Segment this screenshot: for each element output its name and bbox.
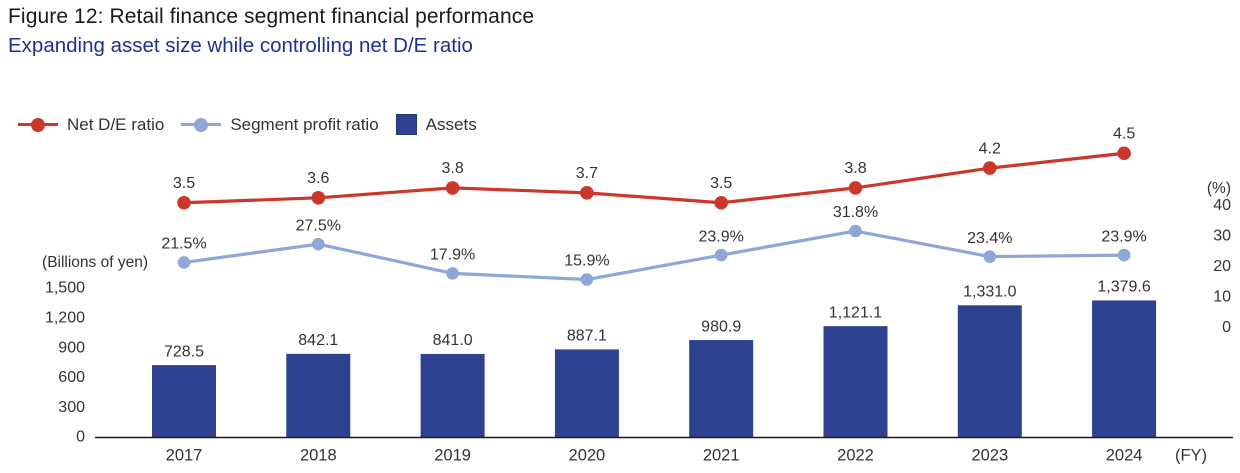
assets-value-label: 841.0	[433, 332, 473, 349]
segment-profit-ratio-point	[446, 267, 459, 280]
net-de-ratio-value-label: 3.5	[173, 175, 195, 192]
net-de-ratio-line-marker-icon	[18, 117, 58, 132]
net-de-ratio-point	[714, 195, 728, 210]
x-axis-year-label: 2018	[300, 446, 337, 464]
figure-subtitle: Expanding asset size while controlling n…	[8, 34, 473, 57]
segment-profit-ratio-value-label: 23.4%	[967, 230, 1012, 247]
left-axis-unit-label: (Billions of yen)	[42, 254, 148, 271]
segment-profit-ratio-value-label: 27.5%	[296, 217, 341, 234]
assets-bar	[420, 353, 485, 438]
segment-profit-ratio-line-marker-icon	[181, 117, 222, 132]
x-axis-year-label: 2022	[837, 446, 874, 464]
segment-profit-ratio-point	[580, 273, 594, 286]
segment-profit-ratio-point	[312, 237, 325, 251]
segment-profit-ratio-value-label: 23.9%	[1101, 228, 1146, 245]
right-axis-tick-label: 20	[1213, 258, 1231, 275]
right-axis-tick-label: 0	[1222, 319, 1231, 336]
legend-label-segment-profit-ratio: Segment profit ratio	[230, 114, 379, 134]
assets-value-label: 887.1	[567, 328, 607, 345]
right-axis-tick-label: 10	[1213, 289, 1231, 306]
legend-label-assets: Assets	[425, 114, 477, 134]
assets-value-label: 842.1	[298, 332, 338, 349]
assets-bar	[1092, 300, 1157, 438]
left-axis-tick-label: 300	[58, 399, 85, 416]
x-axis-year-label: 2017	[166, 446, 203, 464]
x-axis-unit-label: (FY)	[1175, 446, 1207, 464]
assets-bar	[957, 305, 1022, 438]
x-axis-year-label: 2021	[703, 446, 740, 464]
legend-item-net-de-ratio: Net D/E ratio	[18, 115, 164, 135]
net-de-ratio-point	[445, 181, 460, 195]
net-de-ratio-point	[983, 161, 997, 175]
assets-square-marker-icon	[395, 114, 417, 135]
net-de-ratio-point	[1117, 146, 1131, 161]
segment-profit-ratio-value-label: 21.5%	[161, 236, 206, 253]
net-de-ratio-line	[183, 151, 1125, 205]
segment-profit-ratio-point	[177, 256, 191, 269]
segment-profit-ratio-point	[983, 250, 997, 263]
x-axis-year-label: 2024	[1106, 446, 1143, 464]
segment-profit-ratio-point	[849, 224, 862, 238]
assets-value-label: 1,379.6	[1097, 279, 1150, 296]
figure-title: Figure 12: Retail finance segment financ…	[8, 5, 535, 28]
right-axis-tick-label: 30	[1213, 228, 1231, 245]
net-de-ratio-value-label: 4.5	[1113, 125, 1135, 142]
left-axis-tick-label: 1,200	[45, 310, 85, 327]
left-axis-tick-label: 600	[58, 369, 85, 386]
net-de-ratio-value-label: 3.6	[307, 170, 329, 187]
net-de-ratio-value-label: 3.5	[710, 175, 732, 192]
segment-profit-ratio-line	[183, 229, 1125, 282]
segment-profit-ratio-point	[1117, 248, 1131, 262]
assets-value-label: 980.9	[701, 318, 741, 335]
segment-profit-ratio-value-label: 15.9%	[564, 253, 609, 270]
left-axis-tick-label: 0	[76, 429, 85, 446]
segment-profit-ratio-point	[714, 248, 728, 262]
legend-item-assets: Assets	[395, 114, 477, 135]
x-axis-year-label: 2019	[434, 446, 471, 464]
net-de-ratio-point	[177, 195, 191, 210]
assets-value-label: 1,331.0	[963, 284, 1016, 301]
left-axis-tick-label: 1,500	[45, 280, 85, 297]
legend-label-net-de-ratio: Net D/E ratio	[67, 114, 165, 134]
segment-profit-ratio-value-label: 17.9%	[430, 247, 475, 264]
assets-value-label: 1,121.1	[829, 304, 882, 321]
right-axis-tick-label: 40	[1213, 197, 1231, 214]
net-de-ratio-value-label: 4.2	[979, 140, 1001, 157]
net-de-ratio-value-label: 3.7	[576, 165, 598, 182]
assets-bar	[823, 326, 888, 438]
segment-profit-ratio-value-label: 23.9%	[699, 228, 744, 245]
assets-bar	[689, 340, 754, 438]
net-de-ratio-point	[848, 181, 863, 195]
left-axis-tick-label: 900	[58, 339, 85, 356]
legend-item-segment-profit-ratio: Segment profit ratio	[181, 114, 379, 135]
right-axis-unit-label: (%)	[1207, 180, 1231, 197]
assets-bar	[554, 349, 619, 438]
net-de-ratio-point	[311, 191, 326, 205]
assets-bar	[286, 353, 351, 438]
net-de-ratio-value-label: 3.8	[844, 160, 866, 177]
chart-legend: Net D/E ratio Segment profit ratio Asset…	[18, 114, 477, 135]
x-axis-year-label: 2020	[569, 446, 606, 464]
segment-profit-ratio-value-label: 31.8%	[833, 204, 878, 221]
net-de-ratio-point	[580, 186, 594, 200]
assets-value-label: 728.5	[164, 343, 204, 360]
net-de-ratio-value-label: 3.8	[441, 160, 463, 177]
x-axis-year-label: 2023	[971, 446, 1008, 464]
assets-bar	[152, 365, 216, 438]
